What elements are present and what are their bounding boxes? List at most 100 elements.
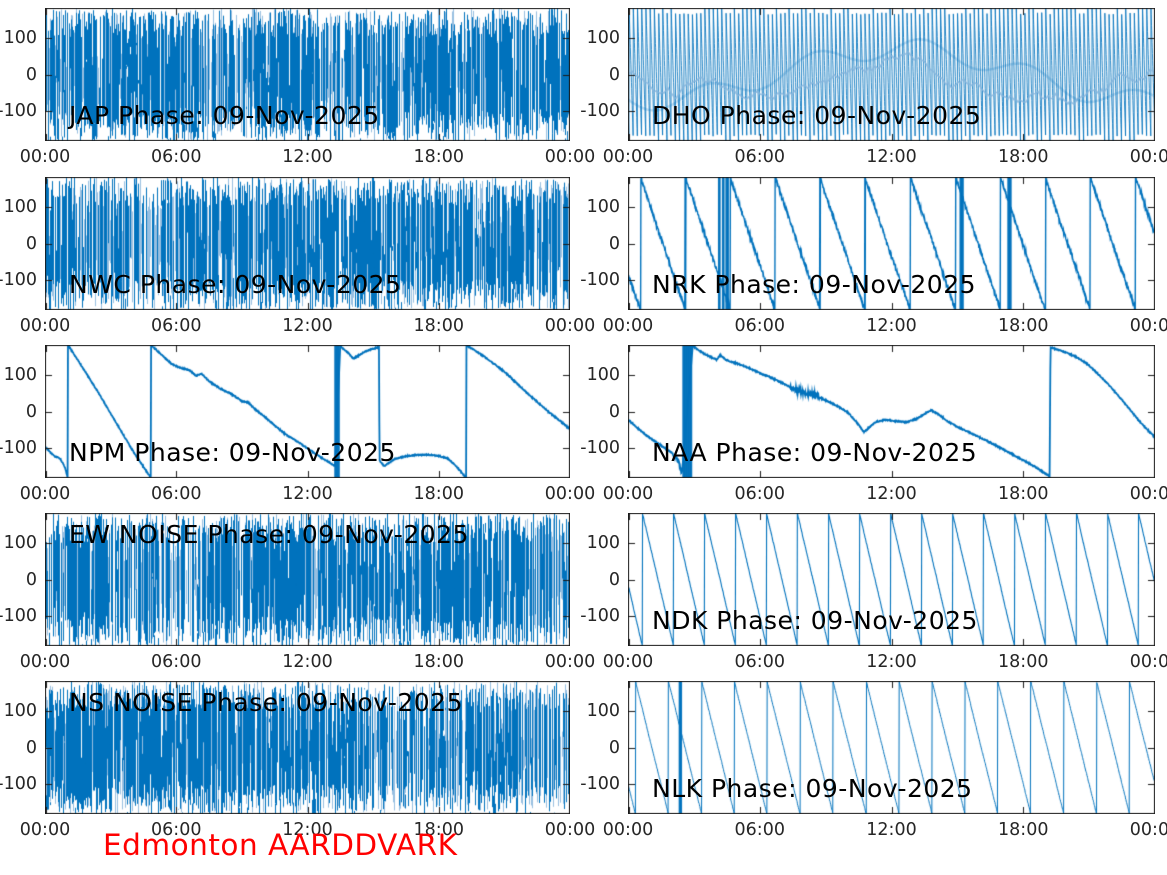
x-tick-label-nrk-3: 18:00 bbox=[998, 316, 1049, 336]
x-tick-label-ew-noise-0: 00:00 bbox=[19, 652, 71, 672]
x-tick-label-naa-0: 00:00 bbox=[602, 484, 654, 504]
plot-label-dho: DHO Phase: 09-Nov-2025 bbox=[652, 101, 982, 130]
x-tick-label-ns-noise-2: 12:00 bbox=[282, 820, 333, 840]
plot-label-ns-noise: NS NOISE Phase: 09-Nov-2025 bbox=[69, 688, 463, 717]
y-tick-label-ndk-2: -100 bbox=[580, 606, 620, 627]
figure-annotation: Edmonton AARDDVARK bbox=[103, 828, 458, 862]
x-tick-label-dho-3: 18:00 bbox=[998, 147, 1049, 167]
x-tick-label-naa-3: 18:00 bbox=[998, 484, 1049, 504]
subplot-ns-noise-plot-area bbox=[45, 681, 570, 814]
subplot-ndk-plot-area bbox=[628, 513, 1155, 646]
x-tick-label-jap-0: 00:00 bbox=[19, 147, 71, 167]
x-tick-label-npm-0: 00:00 bbox=[19, 484, 71, 504]
x-tick-label-jap-3: 18:00 bbox=[413, 147, 464, 167]
x-tick-label-ndk-0: 00:00 bbox=[602, 652, 654, 672]
subplot-dho-plot-area bbox=[628, 8, 1155, 141]
x-tick-label-naa-2: 12:00 bbox=[866, 484, 917, 504]
y-tick-label-naa-0: 100 bbox=[586, 364, 620, 385]
x-tick-label-ew-noise-4: 00:00 bbox=[544, 652, 596, 672]
y-tick-label-jap-1: 0 bbox=[25, 64, 37, 85]
y-tick-label-ns-noise-0: 100 bbox=[3, 700, 37, 721]
x-tick-label-nrk-2: 12:00 bbox=[866, 316, 917, 336]
x-tick-label-nrk-1: 06:00 bbox=[734, 316, 785, 336]
x-tick-label-nwc-2: 12:00 bbox=[282, 316, 333, 336]
subplot-nrk-plot-area bbox=[628, 177, 1155, 310]
y-tick-label-nlk-2: -100 bbox=[580, 774, 620, 795]
x-tick-label-nrk-4: 00:00 bbox=[1129, 316, 1167, 336]
y-tick-label-dho-1: 0 bbox=[608, 64, 620, 85]
x-tick-label-ns-noise-0: 00:00 bbox=[19, 820, 71, 840]
y-tick-label-jap-2: -100 bbox=[0, 101, 37, 122]
x-tick-label-ndk-1: 06:00 bbox=[734, 652, 785, 672]
x-tick-label-npm-3: 18:00 bbox=[413, 484, 464, 504]
x-tick-label-ns-noise-1: 06:00 bbox=[151, 820, 202, 840]
x-tick-label-ndk-3: 18:00 bbox=[998, 652, 1049, 672]
x-tick-label-nwc-4: 00:00 bbox=[544, 316, 596, 336]
x-tick-label-ns-noise-4: 00:00 bbox=[544, 820, 596, 840]
y-tick-label-nrk-0: 100 bbox=[586, 196, 620, 217]
plot-label-nrk: NRK Phase: 09-Nov-2025 bbox=[652, 270, 977, 299]
subplot-jap-plot-area bbox=[45, 8, 570, 141]
x-tick-label-dho-2: 12:00 bbox=[866, 147, 917, 167]
y-tick-label-naa-2: -100 bbox=[580, 438, 620, 459]
x-tick-label-npm-1: 06:00 bbox=[151, 484, 202, 504]
plot-label-npm: NPM Phase: 09-Nov-2025 bbox=[69, 438, 396, 467]
y-tick-label-ew-noise-2: -100 bbox=[0, 606, 37, 627]
x-tick-label-ns-noise-3: 18:00 bbox=[413, 820, 464, 840]
y-tick-label-ndk-0: 100 bbox=[586, 532, 620, 553]
x-tick-label-nlk-1: 06:00 bbox=[734, 820, 785, 840]
y-tick-label-nwc-0: 100 bbox=[3, 196, 37, 217]
x-tick-label-ew-noise-3: 18:00 bbox=[413, 652, 464, 672]
x-tick-label-ndk-2: 12:00 bbox=[866, 652, 917, 672]
x-tick-label-jap-1: 06:00 bbox=[151, 147, 202, 167]
y-tick-label-ew-noise-1: 0 bbox=[25, 569, 37, 590]
x-tick-label-naa-1: 06:00 bbox=[734, 484, 785, 504]
plot-label-nwc: NWC Phase: 09-Nov-2025 bbox=[69, 270, 402, 299]
x-tick-label-nwc-0: 00:00 bbox=[19, 316, 71, 336]
plot-label-ndk: NDK Phase: 09-Nov-2025 bbox=[652, 606, 978, 635]
y-tick-label-jap-0: 100 bbox=[3, 27, 37, 48]
y-tick-label-nwc-1: 0 bbox=[25, 233, 37, 254]
subplot-naa-plot-area bbox=[628, 345, 1155, 478]
plot-label-nlk: NLK Phase: 09-Nov-2025 bbox=[652, 774, 973, 803]
x-tick-label-naa-4: 00:00 bbox=[1129, 484, 1167, 504]
y-tick-label-ns-noise-2: -100 bbox=[0, 774, 37, 795]
x-tick-label-nwc-1: 06:00 bbox=[151, 316, 202, 336]
y-tick-label-nlk-0: 100 bbox=[586, 700, 620, 721]
x-tick-label-nrk-0: 00:00 bbox=[602, 316, 654, 336]
y-tick-label-dho-0: 100 bbox=[586, 27, 620, 48]
plot-label-naa: NAA Phase: 09-Nov-2025 bbox=[652, 438, 978, 467]
plot-label-jap: JAP Phase: 09-Nov-2025 bbox=[69, 101, 380, 130]
y-tick-label-nrk-1: 0 bbox=[608, 233, 620, 254]
x-tick-label-nlk-2: 12:00 bbox=[866, 820, 917, 840]
x-tick-label-npm-2: 12:00 bbox=[282, 484, 333, 504]
y-tick-label-ew-noise-0: 100 bbox=[3, 532, 37, 553]
subplot-nwc-plot-area bbox=[45, 177, 570, 310]
y-tick-label-ns-noise-1: 0 bbox=[25, 737, 37, 758]
x-tick-label-nlk-0: 00:00 bbox=[602, 820, 654, 840]
x-tick-label-dho-1: 06:00 bbox=[734, 147, 785, 167]
x-tick-label-jap-2: 12:00 bbox=[282, 147, 333, 167]
y-tick-label-ndk-1: 0 bbox=[608, 569, 620, 590]
x-tick-label-ndk-4: 00:00 bbox=[1129, 652, 1167, 672]
x-tick-label-npm-4: 00:00 bbox=[544, 484, 596, 504]
subplot-ew-noise-plot-area bbox=[45, 513, 570, 646]
y-tick-label-dho-2: -100 bbox=[580, 101, 620, 122]
x-tick-label-ew-noise-1: 06:00 bbox=[151, 652, 202, 672]
x-tick-label-dho-0: 00:00 bbox=[602, 147, 654, 167]
y-tick-label-nrk-2: -100 bbox=[580, 270, 620, 291]
y-tick-label-npm-1: 0 bbox=[25, 401, 37, 422]
y-tick-label-npm-2: -100 bbox=[0, 438, 37, 459]
y-tick-label-npm-0: 100 bbox=[3, 364, 37, 385]
x-tick-label-dho-4: 00:00 bbox=[1129, 147, 1167, 167]
x-tick-label-nlk-3: 18:00 bbox=[998, 820, 1049, 840]
y-tick-label-nlk-1: 0 bbox=[608, 737, 620, 758]
subplot-npm-plot-area bbox=[45, 345, 570, 478]
subplot-nlk-plot-area bbox=[628, 681, 1155, 814]
plot-label-ew-noise: EW NOISE Phase: 09-Nov-2025 bbox=[69, 520, 469, 549]
y-tick-label-nwc-2: -100 bbox=[0, 270, 37, 291]
x-tick-label-nlk-4: 00:00 bbox=[1129, 820, 1167, 840]
x-tick-label-nwc-3: 18:00 bbox=[413, 316, 464, 336]
x-tick-label-ew-noise-2: 12:00 bbox=[282, 652, 333, 672]
